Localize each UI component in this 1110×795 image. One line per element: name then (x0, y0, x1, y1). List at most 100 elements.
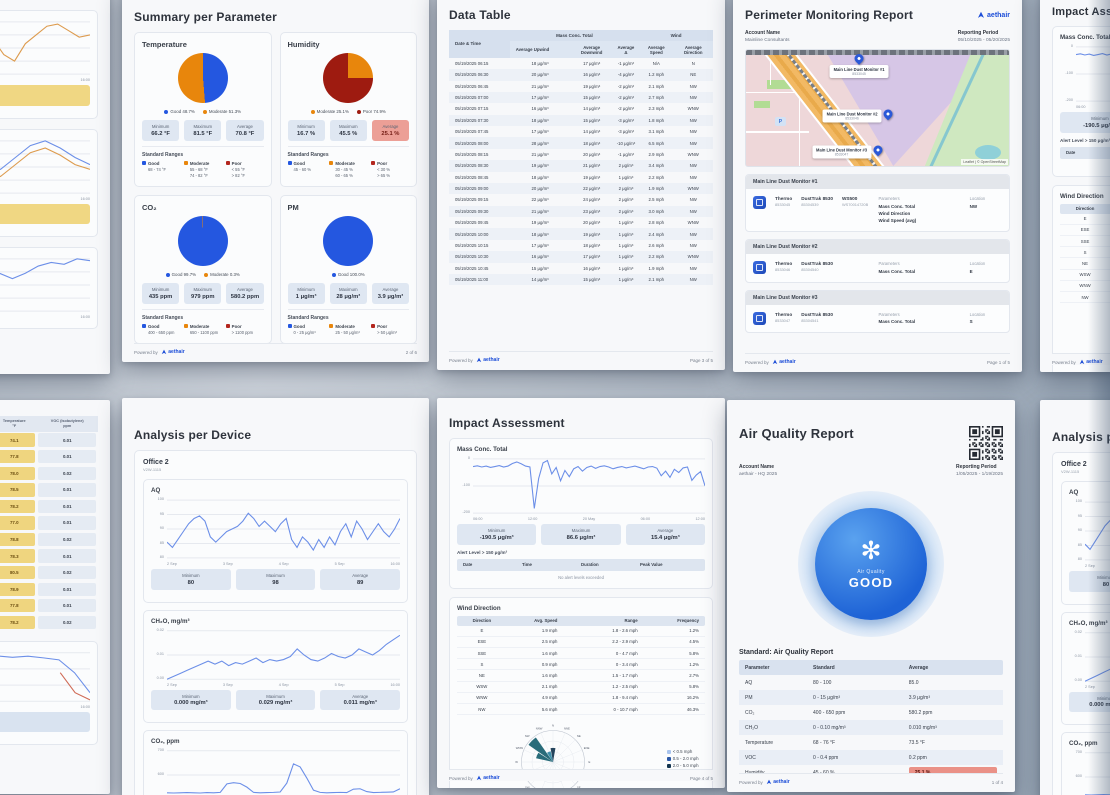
y-axis-tick: 700 (157, 748, 164, 752)
table-cell: WNW (687, 254, 699, 260)
map-pin[interactable]: Main Line Dust Monitor #3 8533047 (812, 143, 884, 159)
table-cell: -1 μg/m³ (617, 151, 634, 157)
card-title: CO₂ (142, 203, 157, 213)
wind-cell: 1.2% (689, 628, 699, 634)
column-group: Date & Time (449, 30, 510, 58)
legend-label: 0.5 - 2.0 mph (672, 756, 699, 762)
y-axis-tick: 0.02 (1074, 629, 1082, 634)
parameter-card: PM Good 100.0% Minimum 1 μg/m³ Maximum 28 μg/… (279, 195, 417, 345)
table-cell: -1 μg/m³ (617, 60, 634, 66)
parameter-name: CH₂O (745, 724, 759, 731)
pin-marker-icon (871, 143, 884, 157)
range-label: Moderate (189, 323, 210, 329)
y-axis-tick: -200 (462, 510, 470, 515)
device-location: Location NW (970, 196, 1002, 210)
page-footer: Powered by aethair Page 3 of 5 (449, 351, 713, 363)
y-axis: 0.02 0.01 0.00 (151, 628, 164, 681)
page-number: Page 3 of 5 (689, 357, 713, 363)
standard-ranges: Good 400 - 650 ppm Moderate 650 - 1100 ppm P… (142, 324, 264, 337)
table-cell: 17 μg/m³ (583, 254, 601, 260)
stat-average: Average 59.2 % (0, 85, 90, 106)
map-pin[interactable]: Main Line Dust Monitor #2 8533046 (822, 107, 895, 123)
table-row: 05/19/2025 07:00 17 μg/m³ 15 μg/m³ -2 μg/m³… (449, 91, 713, 104)
device-unit: DustTrak 8530 85304539 (801, 196, 833, 207)
stat-value: 66.2 °F (151, 130, 170, 137)
wind-cell: 1.6 mph (541, 650, 558, 656)
x-axis: 2 Sep 3 Sep 4 Sep 5 Sep 16:00 (167, 562, 400, 566)
rose-dir-label: N (552, 724, 554, 728)
table-cell: 2 μg/m³ (618, 186, 634, 192)
map-attribution[interactable]: Leaflet | © OpenStreetMap (961, 159, 1008, 165)
device-card-title: Main Line Dust Monitor #1 (746, 175, 1009, 189)
wind-cell: E (1083, 216, 1087, 222)
range-label: Moderate (335, 160, 355, 166)
brand-name: aethair (773, 779, 790, 785)
x-axis-tick: 06:00 (1076, 105, 1086, 109)
wind-column: Avg. Speed (1104, 206, 1110, 211)
table-row: 05/19/2025 09:00 20 μg/m³ 22 μg/m³ 2 μg/m³ 1… (449, 182, 713, 195)
wind-cell: 2.5 mph (1104, 227, 1110, 232)
wind-cell: WSW (476, 684, 488, 690)
map-railway-top (746, 50, 1009, 55)
stat-value: 81.5 °F (193, 130, 213, 137)
range-bullet (287, 161, 292, 165)
range-bullet (371, 324, 376, 329)
table-cell: WNW (687, 220, 699, 226)
wind-cell: 2.2 - 2.9 mph (612, 639, 638, 645)
parameter-name: CO₂ (745, 709, 755, 716)
pin-title: Main Line Dust Monitor #2 (826, 111, 878, 117)
stat-value: 98 (272, 579, 279, 586)
brand-logo: aethair (766, 779, 790, 785)
map-pin[interactable]: Main Line Dust Monitor #1 8533045 (829, 52, 889, 79)
page-title: Analysis per Device (134, 428, 252, 442)
chart-canvas (0, 651, 90, 703)
wind-cell: 2.7% (689, 673, 699, 679)
data-table-container: Date & Time Mass Conc. Total Wind Average U… (449, 30, 713, 286)
alert-empty-message: No alert levels exceeded (558, 574, 604, 580)
brand-icon (476, 357, 482, 363)
chart-series (1085, 515, 1110, 552)
legend-item: Poor 74.9% (356, 109, 386, 114)
x-axis: 2 Sep 3 Sep 4 Sep 5 Sep 16:00 (167, 683, 400, 687)
chart-row: 0 -100 -200 (1060, 44, 1110, 103)
table-cell: -3 μg/m³ (617, 129, 634, 135)
stat-average: Average 25.1 % (371, 120, 410, 141)
stat-maximum: Maximum 0.029 mg/m³ (235, 689, 316, 710)
page-data-partial-left: Temperature °F VOC (Isobutylene) ppm 74.1 0.0… (0, 400, 110, 794)
range-value: 55 - 68 °F (189, 167, 208, 172)
ranges-title: Standard Ranges (287, 151, 329, 158)
table-cell: 05/19/2025 06:45 (455, 83, 489, 89)
stat-value: -190.5 μg/m³ (479, 534, 514, 541)
table-cell: 17 μg/m³ (531, 129, 549, 135)
chart-canvas (1085, 751, 1110, 795)
rose-dir-label: E (588, 760, 590, 764)
badge-core: ✻ Air Quality GOOD (815, 508, 927, 620)
stat-average: Average77.6 °F (0, 711, 90, 733)
table-cell: 17 μg/m³ (583, 60, 601, 66)
rose-dir-label: NE (577, 734, 581, 738)
x-axis: 06:00 12:00 20 May 06:00 12:00 (473, 517, 705, 521)
table-row: 05/19/2025 06:15 18 μg/m³ 17 μg/m³ -1 μg/m³… (449, 58, 713, 69)
range-value: 400 - 650 ppm (148, 330, 175, 336)
parking-icon: P (774, 117, 786, 127)
pin-subtitle: 8533045 (852, 72, 866, 77)
device-unit: DustTrak 8530 85304540 (801, 261, 833, 272)
unit-id: 8533047 (775, 317, 791, 323)
table-cell: NW (689, 117, 697, 123)
stat-label: Average (382, 124, 399, 129)
device-card: Main Line Dust Monitor #3 Thermo 8533047 Du… (745, 289, 1010, 334)
stat-label: Minimum (487, 528, 506, 533)
x-axis-tick: 16:00 (390, 682, 400, 687)
table-cell: NW (689, 83, 697, 89)
range-head: Poor (371, 161, 409, 166)
y-axis-tick: 0 (467, 456, 470, 460)
